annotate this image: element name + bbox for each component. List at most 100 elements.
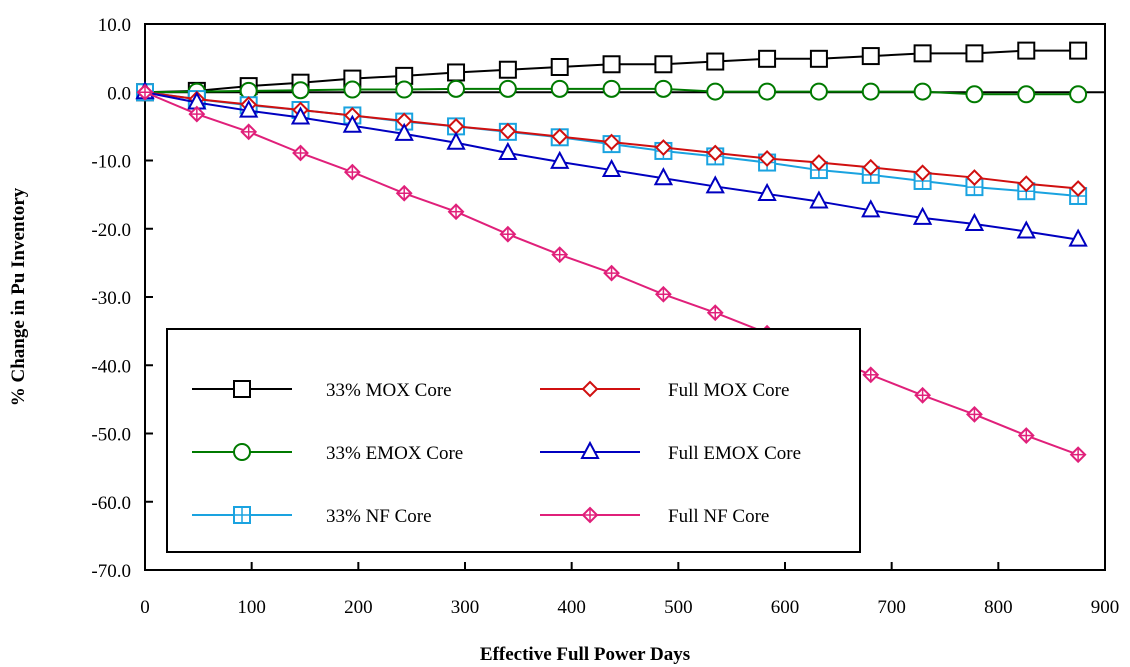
legend-label: Full NF Core — [668, 506, 769, 527]
series-3 — [136, 83, 1087, 197]
data-point — [654, 55, 673, 74]
x-tick-label: 700 — [877, 597, 906, 618]
data-point — [705, 175, 725, 194]
data-point — [913, 44, 932, 63]
data-point — [499, 225, 517, 243]
data-point — [912, 206, 933, 225]
data-point — [233, 380, 251, 398]
y-tick-label: -60.0 — [91, 493, 131, 514]
data-point — [965, 85, 984, 104]
data-point — [654, 79, 673, 98]
data-point — [706, 82, 725, 101]
data-point — [498, 60, 517, 79]
data-point — [136, 83, 154, 101]
data-point — [233, 506, 251, 524]
data-point — [1069, 446, 1087, 464]
data-point — [861, 82, 880, 101]
data-point — [1017, 41, 1036, 60]
legend: 33% MOX Core 33% EMOX Core 33% NF Core Full… — [166, 328, 861, 553]
data-point — [188, 105, 206, 123]
data-point — [1016, 220, 1036, 239]
x-axis-ticks: 0 100 200 300 400 500 600 700 800 900 — [140, 562, 1119, 618]
data-point — [601, 158, 622, 178]
data-point — [1017, 427, 1035, 444]
data-point — [964, 212, 985, 231]
legend-entry: 33% EMOX Core — [192, 443, 463, 464]
data-point — [498, 79, 517, 98]
y-tick-label: -10.0 — [91, 152, 131, 173]
data-point — [654, 285, 672, 303]
data-point — [447, 79, 466, 98]
legend-label: 33% EMOX Core — [326, 443, 463, 464]
data-point — [550, 79, 569, 98]
data-point — [810, 154, 828, 171]
data-point — [447, 203, 465, 221]
y-tick-label: -30.0 — [91, 288, 131, 309]
data-point — [446, 131, 466, 150]
data-point — [706, 144, 724, 162]
y-axis-ticks: 10.0 0.0 -10.0 -20.0 -30.0 -40.0 -50.0 -60.0 -70… — [91, 15, 153, 582]
data-point — [290, 106, 311, 125]
x-tick-label: 200 — [344, 597, 373, 618]
data-point — [758, 150, 776, 167]
data-point — [240, 123, 258, 141]
data-point — [580, 440, 600, 459]
data-point — [602, 79, 621, 98]
legend-label: 33% NF Core — [326, 506, 432, 527]
data-point — [758, 82, 777, 101]
legend-label: 33% MOX Core — [326, 380, 452, 401]
x-tick-label: 0 — [140, 597, 150, 618]
x-tick-label: 800 — [984, 597, 1013, 618]
legend-label: Full MOX Core — [668, 380, 789, 401]
x-tick-label: 100 — [237, 597, 266, 618]
data-point — [343, 80, 362, 99]
data-point — [758, 49, 777, 68]
data-point — [1068, 228, 1088, 247]
x-tick-label: 500 — [664, 597, 693, 618]
data-point — [809, 190, 829, 209]
data-point — [603, 264, 620, 282]
data-point — [1069, 85, 1088, 104]
data-point — [1069, 180, 1087, 197]
legend-entry: 33% MOX Core — [192, 380, 452, 401]
y-tick-label: 10.0 — [98, 15, 131, 36]
data-point — [966, 169, 983, 186]
y-tick-label: 0.0 — [107, 83, 131, 104]
data-point — [343, 163, 361, 181]
data-point — [706, 304, 724, 322]
data-point — [291, 81, 310, 100]
data-point — [581, 380, 599, 398]
x-tick-label: 900 — [1091, 597, 1120, 618]
data-point — [757, 182, 777, 201]
data-point — [1017, 175, 1035, 193]
data-point — [965, 44, 984, 63]
y-tick-label: -50.0 — [91, 425, 131, 446]
data-point — [550, 57, 569, 76]
data-point — [342, 114, 363, 133]
x-tick-label: 600 — [771, 597, 800, 618]
data-point — [862, 366, 880, 384]
data-point — [862, 158, 880, 176]
y-tick-label: -20.0 — [91, 220, 131, 241]
data-point — [861, 47, 880, 66]
legend-entry: 33% NF Core — [192, 506, 432, 527]
data-point — [653, 167, 674, 186]
data-point — [239, 99, 259, 118]
data-point — [551, 246, 569, 264]
data-point — [914, 164, 932, 182]
data-point — [602, 55, 621, 74]
x-tick-label: 400 — [557, 597, 586, 618]
y-tick-label: -40.0 — [91, 356, 131, 377]
data-point — [1069, 41, 1088, 60]
data-point — [1017, 85, 1036, 104]
data-point — [914, 386, 932, 404]
data-point — [603, 133, 620, 151]
data-point — [654, 139, 672, 156]
data-point — [499, 122, 517, 140]
data-point — [551, 128, 569, 146]
data-point — [550, 150, 570, 169]
data-point — [809, 49, 828, 68]
data-point — [861, 199, 881, 218]
data-point — [913, 82, 932, 101]
legend-entry: Full MOX Core — [540, 380, 789, 401]
